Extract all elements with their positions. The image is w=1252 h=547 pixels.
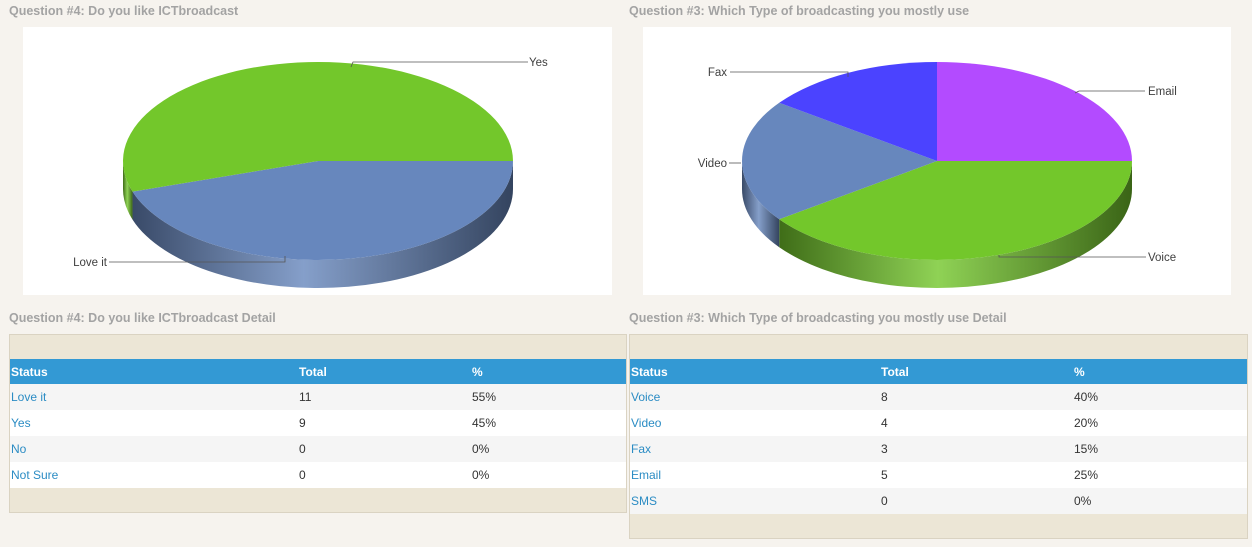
detail-title: Question #4: Do you like ICTbroadcast De… [9, 311, 276, 325]
pie-slice-video[interactable] [742, 102, 937, 220]
table-row: Fax 3 15% [630, 436, 1247, 462]
percent-column-header: % [472, 364, 483, 379]
pie-slice-wall [132, 161, 513, 288]
percent-cell: 45% [472, 416, 497, 430]
total-cell: 4 [881, 416, 888, 430]
table-footer [10, 488, 626, 512]
pie-label: Yes [529, 57, 548, 69]
leader-line [998, 255, 1146, 258]
percent-cell: 0% [472, 468, 490, 482]
total-cell: 5 [881, 468, 888, 482]
pie-slice-wall [123, 161, 133, 220]
total-column-header: Total [299, 364, 327, 379]
percent-cell: 20% [1074, 416, 1099, 430]
status-link[interactable]: SMS [631, 494, 658, 508]
status-link[interactable]: Voice [631, 390, 661, 404]
percent-cell: 55% [472, 390, 497, 404]
leader-line [730, 71, 849, 77]
status-link[interactable]: Video [631, 416, 662, 430]
pie-slice-fax[interactable] [779, 61, 937, 161]
detail-title: Question #3: Which Type of broadcasting … [629, 311, 1007, 325]
percent-cell: 15% [1074, 442, 1099, 456]
total-cell: 8 [881, 390, 888, 404]
pie-slice-email[interactable] [937, 62, 1132, 161]
pie-label-group: Voice [998, 252, 1176, 264]
status-link[interactable]: Email [631, 468, 662, 482]
table-header-pad [630, 335, 1247, 359]
table-row: Voice 8 40% [630, 384, 1247, 410]
total-cell: 0 [881, 494, 888, 508]
status-link[interactable]: Yes [11, 416, 31, 430]
table-row: SMS 0 0% [630, 488, 1247, 514]
total-cell: 3 [881, 442, 888, 456]
pie-label-group: Fax [708, 67, 849, 79]
pie-label-group: Yes [350, 57, 548, 69]
total-cell: 0 [299, 468, 306, 482]
total-cell: 9 [299, 416, 306, 430]
pie-slice-love-it[interactable] [122, 61, 513, 192]
status-link[interactable]: Fax [631, 442, 652, 456]
pie-label: Voice [1148, 252, 1176, 264]
detail-table: Status Total % Love it 11 55% Yes 9 45% … [10, 359, 626, 488]
detail-table-container: Status Total % Love it 11 55% Yes 9 45% … [9, 334, 627, 513]
table-header-pad [10, 335, 626, 359]
status-link[interactable]: Not Sure [11, 468, 59, 482]
percent-cell: 0% [1074, 494, 1092, 508]
pie-label: Email [1148, 86, 1177, 98]
table-footer [630, 514, 1247, 538]
table-row: Love it 11 55% [10, 384, 626, 410]
status-column-header: Status [631, 364, 668, 379]
status-column-header: Status [11, 364, 48, 379]
leader-line [1074, 90, 1145, 94]
table-row: Video 4 20% [630, 410, 1247, 436]
table-header-row: Status Total % [10, 359, 626, 384]
pie-label: Fax [708, 67, 727, 79]
percent-cell: 25% [1074, 468, 1099, 482]
detail-table: Status Total % Voice 8 40% Video 4 20% F… [630, 359, 1247, 514]
pie-chart-svg: Email Voice Video Fax [698, 61, 1177, 288]
leader-line [350, 61, 528, 68]
pie-chart-question-3: Email Voice Video Fax [643, 27, 1231, 295]
table-row: No 0 0% [10, 436, 626, 462]
total-cell: 0 [299, 442, 306, 456]
pie-label-group: Love it [73, 256, 286, 269]
pie-slice-wall [779, 161, 1132, 288]
table-header-row: Status Total % [630, 359, 1247, 384]
pie-slice-wall [742, 161, 780, 248]
percent-column-header: % [1074, 364, 1085, 379]
pie-label: Video [698, 158, 727, 170]
pie-chart-question-4: Yes Love it [23, 27, 612, 295]
pie-slice-yes[interactable] [132, 161, 513, 260]
leader-line [109, 256, 286, 263]
total-column-header: Total [881, 364, 909, 379]
pie-label-group: Email [1074, 86, 1177, 98]
pie-label-group: Video [698, 158, 741, 170]
chart-title: Question #3: Which Type of broadcasting … [629, 4, 970, 18]
total-cell: 11 [299, 390, 312, 404]
table-row: Yes 9 45% [10, 410, 626, 436]
table-row: Not Sure 0 0% [10, 462, 626, 488]
percent-cell: 40% [1074, 390, 1099, 404]
pie-label: Love it [73, 257, 108, 269]
status-link[interactable]: No [11, 442, 27, 456]
table-row: Email 5 25% [630, 462, 1247, 488]
chart-title: Question #4: Do you like ICTbroadcast [9, 4, 239, 18]
percent-cell: 0% [472, 442, 490, 456]
pie-slice-voice[interactable] [779, 161, 1132, 260]
pie-chart-svg: Yes Love it [73, 57, 548, 288]
status-link[interactable]: Love it [11, 390, 47, 404]
detail-table-container: Status Total % Voice 8 40% Video 4 20% F… [629, 334, 1248, 539]
